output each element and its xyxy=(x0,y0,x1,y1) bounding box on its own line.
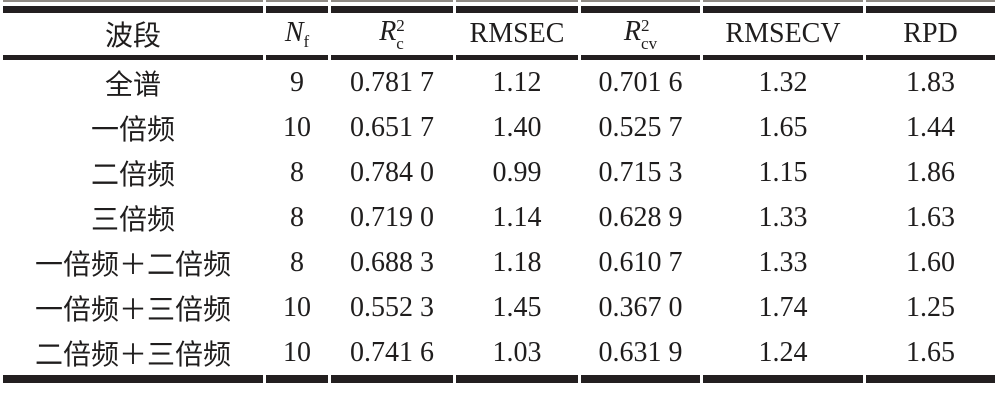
table-row: 二倍频＋三倍频 10 0.741 6 1.03 0.631 9 1.24 1.6… xyxy=(3,330,995,383)
table-row: 二倍频 8 0.784 0 0.99 0.715 3 1.15 1.86 xyxy=(3,150,995,195)
cell-r2cv: 0.525 7 xyxy=(598,111,683,143)
cell-r2cv: 0.610 7 xyxy=(598,246,683,278)
cell-band: 二倍频 xyxy=(90,159,175,191)
column-header-rmsec: RMSEC xyxy=(456,6,578,60)
cell-nf: 9 xyxy=(290,66,304,98)
cell-r2cv: 0.367 0 xyxy=(598,291,683,323)
cell-rmsecv: 1.24 xyxy=(703,330,863,383)
cell-band: 二倍频＋三倍频 xyxy=(3,330,263,383)
cell-rpd: 1.86 xyxy=(906,156,955,188)
cell-band: 全谱 xyxy=(104,69,161,101)
cell-rmsec: 1.12 xyxy=(492,66,542,98)
cell-r2c: 0.651 7 xyxy=(350,111,434,143)
column-header-r2cv: R 2 cv xyxy=(581,6,700,60)
r2cv-superscript: 2 xyxy=(641,15,650,35)
cell-nf: 8 xyxy=(290,201,304,233)
cell-r2cv: 0.715 3 xyxy=(598,156,683,188)
column-header-rpd: RPD xyxy=(866,6,995,60)
table-row: 一倍频＋二倍频 8 0.688 3 1.18 0.610 7 1.33 1.60 xyxy=(3,240,995,285)
cell-rpd: 1.65 xyxy=(866,330,995,383)
column-header-nf: Nf xyxy=(266,6,328,60)
r2c-superscript: 2 xyxy=(396,15,405,35)
cell-rpd: 1.83 xyxy=(906,66,955,98)
cell-rmsec: 1.18 xyxy=(492,246,542,278)
cell-band: 一倍频 xyxy=(90,114,175,146)
table-row: 一倍频 10 0.651 7 1.40 0.525 7 1.65 1.44 xyxy=(3,105,995,150)
nf-subscript: f xyxy=(303,31,310,51)
r2cv-subscript: cv xyxy=(641,33,658,53)
cell-nf: 10 xyxy=(283,111,311,143)
cell-r2cv: 0.701 6 xyxy=(598,66,683,98)
cell-rpd: 1.60 xyxy=(906,246,955,278)
cell-rmsec: 1.14 xyxy=(492,201,542,233)
cell-nf: 10 xyxy=(283,291,311,323)
cell-rmsecv: 1.15 xyxy=(758,156,808,188)
cell-r2cv: 0.628 9 xyxy=(598,201,683,233)
cell-r2c: 0.741 6 xyxy=(331,330,453,383)
r2cv-base: R xyxy=(623,15,642,47)
column-header-rmsecv: RMSECV xyxy=(703,6,863,60)
cell-r2c: 0.781 7 xyxy=(350,66,434,98)
cell-r2c: 0.719 0 xyxy=(350,201,434,233)
table-row: 三倍频 8 0.719 0 1.14 0.628 9 1.33 1.63 xyxy=(3,195,995,240)
rmsecv-label: RMSECV xyxy=(725,18,841,49)
band-label: 波段 xyxy=(104,21,161,52)
cell-rmsec: 1.03 xyxy=(456,330,578,383)
cell-r2cv: 0.631 9 xyxy=(581,330,700,383)
top-edge-line xyxy=(3,0,995,6)
rmsec-label: RMSEC xyxy=(469,18,565,49)
cell-rmsec: 1.45 xyxy=(492,291,542,323)
cell-rpd: 1.63 xyxy=(906,201,955,233)
cell-nf: 8 xyxy=(290,246,304,278)
cell-nf: 10 xyxy=(266,330,328,383)
cell-r2c: 0.688 3 xyxy=(350,246,434,278)
cell-rmsec: 1.40 xyxy=(492,111,542,143)
cell-rmsecv: 1.33 xyxy=(758,246,808,278)
rpd-label: RPD xyxy=(903,18,958,49)
table-row: 全谱 9 0.781 7 1.12 0.701 6 1.32 1.83 xyxy=(3,60,995,105)
nf-base: N xyxy=(284,16,304,48)
cell-band: 一倍频＋二倍频 xyxy=(34,249,231,281)
cell-r2c: 0.552 3 xyxy=(350,291,434,323)
cell-band: 一倍频＋三倍频 xyxy=(34,294,231,326)
cell-rmsecv: 1.32 xyxy=(758,66,808,98)
r2c-subscript: c xyxy=(396,33,404,53)
cell-rmsecv: 1.33 xyxy=(758,201,808,233)
table-row: 一倍频＋三倍频 10 0.552 3 1.45 0.367 0 1.74 1.2… xyxy=(3,285,995,330)
cell-nf: 8 xyxy=(290,156,304,188)
cell-rmsecv: 1.65 xyxy=(758,111,808,143)
r2c-base: R xyxy=(379,15,397,47)
cell-rpd: 1.44 xyxy=(906,111,955,143)
cell-rmsec: 0.99 xyxy=(492,156,542,188)
cell-r2c: 0.784 0 xyxy=(350,156,434,188)
cell-band: 三倍频 xyxy=(90,204,175,236)
cell-rmsecv: 1.74 xyxy=(758,291,808,323)
column-header-band: 波段 xyxy=(3,6,263,60)
cell-rpd: 1.25 xyxy=(906,291,955,323)
